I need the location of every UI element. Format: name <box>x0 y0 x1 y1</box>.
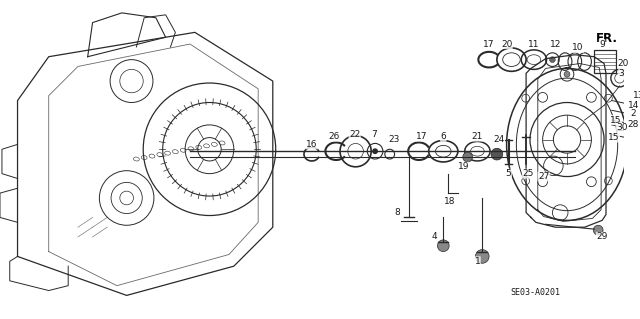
Circle shape <box>491 148 503 160</box>
Text: 2: 2 <box>630 109 636 118</box>
Text: 20: 20 <box>501 40 512 48</box>
Circle shape <box>633 126 640 134</box>
Circle shape <box>564 71 570 77</box>
Text: 24: 24 <box>493 135 504 144</box>
Text: 17: 17 <box>416 132 428 141</box>
Text: 3: 3 <box>619 69 625 78</box>
Text: 25: 25 <box>522 169 534 178</box>
Text: 4: 4 <box>432 233 437 241</box>
Text: 16: 16 <box>306 140 317 149</box>
Text: 26: 26 <box>328 132 340 141</box>
Circle shape <box>633 111 640 119</box>
Text: 30: 30 <box>616 123 627 132</box>
Text: 12: 12 <box>550 40 561 48</box>
Circle shape <box>633 125 640 135</box>
Text: FR.: FR. <box>596 32 618 45</box>
Circle shape <box>550 57 556 63</box>
Text: 9: 9 <box>599 40 605 48</box>
Text: 5: 5 <box>506 169 511 178</box>
Text: 1: 1 <box>474 257 480 266</box>
Text: 23: 23 <box>388 135 399 144</box>
Text: 17: 17 <box>483 40 495 48</box>
Text: 15: 15 <box>608 133 620 142</box>
Text: 13: 13 <box>634 91 640 100</box>
Text: 19: 19 <box>458 162 470 171</box>
Circle shape <box>593 225 603 235</box>
Text: 14: 14 <box>628 101 639 110</box>
Circle shape <box>633 121 640 129</box>
Circle shape <box>633 136 640 144</box>
Circle shape <box>476 250 489 263</box>
Text: 27: 27 <box>538 172 549 181</box>
Text: 7: 7 <box>371 130 377 139</box>
Text: 21: 21 <box>472 132 483 141</box>
Circle shape <box>372 148 378 154</box>
Text: 11: 11 <box>528 40 540 48</box>
Text: 28: 28 <box>628 120 639 130</box>
Text: 8: 8 <box>395 208 401 217</box>
Text: 15: 15 <box>610 115 621 124</box>
Text: 6: 6 <box>440 132 446 141</box>
Text: 29: 29 <box>596 233 608 241</box>
Circle shape <box>438 240 449 252</box>
Text: 10: 10 <box>572 43 584 52</box>
Circle shape <box>633 101 640 109</box>
Text: 18: 18 <box>444 197 456 206</box>
Text: 20: 20 <box>618 59 629 68</box>
Text: SE03-A0201: SE03-A0201 <box>511 288 561 297</box>
Text: 22: 22 <box>349 130 360 139</box>
Circle shape <box>463 152 472 162</box>
